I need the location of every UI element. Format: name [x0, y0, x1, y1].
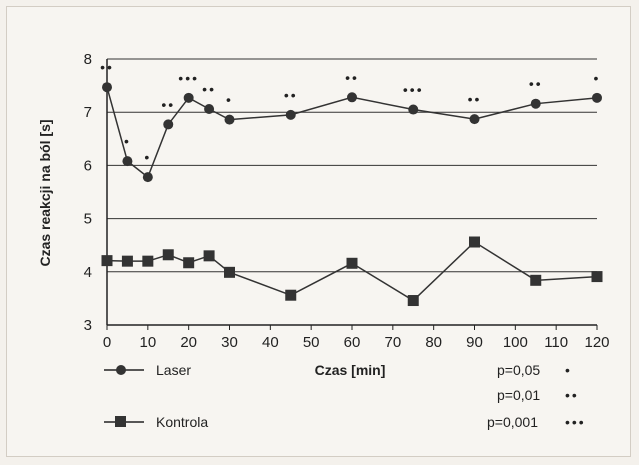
- data-point: [225, 115, 235, 125]
- sig-legend-item: p=0,001 •••: [487, 414, 586, 430]
- x-tick-label: 80: [425, 334, 442, 351]
- y-tick-label: 8: [84, 51, 92, 68]
- data-point: [102, 255, 113, 266]
- x-axis-label: Czas [min]: [315, 362, 386, 378]
- data-point: [122, 256, 133, 267]
- data-point: [122, 156, 132, 166]
- sig-legend-label: p=0,001: [487, 414, 538, 430]
- gridlines: [107, 59, 597, 272]
- x-tick-label: 40: [262, 334, 279, 351]
- data-point: [531, 99, 541, 109]
- data-point: [592, 271, 603, 282]
- sig-legend-label: p=0,01: [497, 387, 540, 403]
- x-tick-label: 70: [384, 334, 401, 351]
- significance-legend: p=0,05 • p=0,01 •• p=0,001 •••: [487, 362, 586, 430]
- x-tick-label: 20: [180, 334, 197, 351]
- sig-legend-label: p=0,05: [497, 362, 540, 378]
- significance-mark: ••: [202, 81, 216, 97]
- x-tick-label: 90: [466, 334, 483, 351]
- x-tick-label: 60: [344, 334, 361, 351]
- legend-label-laser: Laser: [156, 362, 191, 378]
- data-point: [142, 256, 153, 267]
- y-tick-label: 7: [84, 104, 92, 121]
- data-point: [102, 82, 112, 92]
- y-tick-labels: 3 4 5 6 7 8: [84, 51, 92, 334]
- significance-mark: •••: [403, 82, 424, 98]
- data-point: [184, 93, 194, 103]
- data-point: [530, 275, 541, 286]
- x-tick-labels: 0 10 20 30 40 50 60 70 80 90 100 110 120: [103, 334, 610, 351]
- sig-legend-marker: •: [565, 362, 572, 378]
- data-point: [183, 257, 194, 268]
- data-point: [204, 104, 214, 114]
- data-point: [224, 267, 235, 278]
- x-tick-label: 110: [544, 334, 568, 351]
- data-point: [347, 92, 357, 102]
- data-point: [204, 250, 215, 261]
- significance-mark: ••: [284, 87, 298, 103]
- data-point: [408, 105, 418, 115]
- significance-mark: •: [144, 149, 151, 165]
- y-axis-label: Czas reakcji na ból [s]: [37, 119, 53, 266]
- significance-mark: •: [226, 92, 233, 108]
- data-point: [469, 237, 480, 248]
- significance-mark: ••: [345, 69, 359, 85]
- significance-mark: •: [124, 133, 131, 149]
- y-tick-label: 5: [84, 211, 92, 228]
- sig-legend-marker: ••: [565, 387, 579, 403]
- y-tick-label: 4: [84, 264, 92, 281]
- y-tick-label: 6: [84, 157, 92, 174]
- data-point: [286, 110, 296, 120]
- legend: Laser Kontrola: [104, 362, 208, 430]
- sig-legend-item: p=0,05 •: [497, 362, 572, 378]
- data-point: [347, 258, 358, 269]
- x-tick-label: 120: [584, 334, 609, 351]
- data-point: [163, 249, 174, 260]
- legend-item-laser: Laser: [104, 362, 191, 378]
- significance-mark: •••: [178, 70, 199, 86]
- y-tick-label: 3: [84, 317, 92, 334]
- significance-mark: ••: [161, 96, 175, 112]
- sig-legend-marker: •••: [565, 414, 586, 430]
- series-line-kontrola: [107, 242, 597, 301]
- x-tick-label: 100: [503, 334, 528, 351]
- significance-mark: ••: [529, 76, 543, 92]
- significance-mark: •: [594, 70, 601, 86]
- data-point: [285, 290, 296, 301]
- data-point: [470, 114, 480, 124]
- data-point: [592, 93, 602, 103]
- sig-legend-item: p=0,01 ••: [497, 387, 579, 403]
- legend-label-kontrola: Kontrola: [156, 414, 208, 430]
- x-tick-label: 10: [139, 334, 156, 351]
- x-tick-label: 50: [303, 334, 320, 351]
- data-point: [163, 119, 173, 129]
- x-tick-label: 0: [103, 334, 111, 351]
- data-point: [408, 295, 419, 306]
- significance-mark: ••: [100, 59, 114, 75]
- data-point: [143, 172, 153, 182]
- legend-marker-laser: [116, 365, 126, 375]
- x-tick-label: 30: [221, 334, 238, 351]
- legend-marker-kontrola: [115, 416, 126, 427]
- legend-item-kontrola: Kontrola: [104, 414, 208, 430]
- series-group: [102, 82, 603, 306]
- significance-mark: ••: [468, 91, 482, 107]
